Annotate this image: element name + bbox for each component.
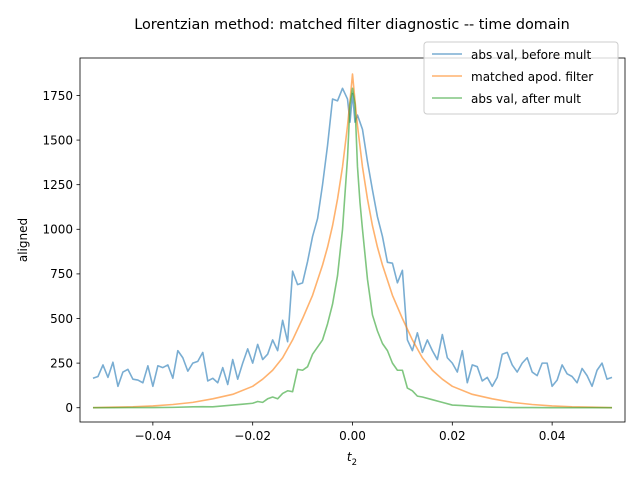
legend-box <box>423 41 619 115</box>
series-line-0 <box>92 87 613 388</box>
x-tick-label: 0.00 <box>339 429 366 443</box>
y-tick-label: 1000 <box>42 223 73 237</box>
series-line-1 <box>92 73 613 409</box>
y-tick-label: 250 <box>50 356 73 370</box>
y-axis-label: aligned <box>16 218 30 262</box>
x-tick-label: 0.04 <box>539 429 566 443</box>
chart-title: Lorentzian method: matched filter diagno… <box>134 17 570 33</box>
series-layer <box>92 73 613 409</box>
x-axis-label-base: t <box>347 450 353 464</box>
x-tick-label: 0.02 <box>439 429 466 443</box>
x-tick-label: −0.04 <box>134 429 171 443</box>
legend-label-before-mult: abs val, before mult <box>471 48 592 62</box>
y-tick-label: 1500 <box>42 133 73 147</box>
x-axis-ticks: −0.04 −0.02 0.00 0.02 0.04 <box>134 422 565 443</box>
y-tick-label: 500 <box>50 312 73 326</box>
series-line-2 <box>92 87 613 409</box>
x-axis-label: t2 <box>347 450 357 468</box>
y-axis-ticks: 0 250 500 750 1000 1250 1500 1750 <box>42 89 80 415</box>
y-tick-label: 1250 <box>42 178 73 192</box>
x-tick-label: −0.02 <box>234 429 271 443</box>
y-tick-label: 750 <box>50 267 73 281</box>
legend-label-after-mult: abs val, after mult <box>471 92 581 106</box>
legend: abs val, before mult matched apod. filte… <box>423 41 619 115</box>
legend-label-apod-filter: matched apod. filter <box>471 70 593 84</box>
y-tick-label: 0 <box>65 401 73 415</box>
y-tick-label: 1750 <box>42 89 73 103</box>
x-axis-label-subscript: 2 <box>352 458 357 468</box>
